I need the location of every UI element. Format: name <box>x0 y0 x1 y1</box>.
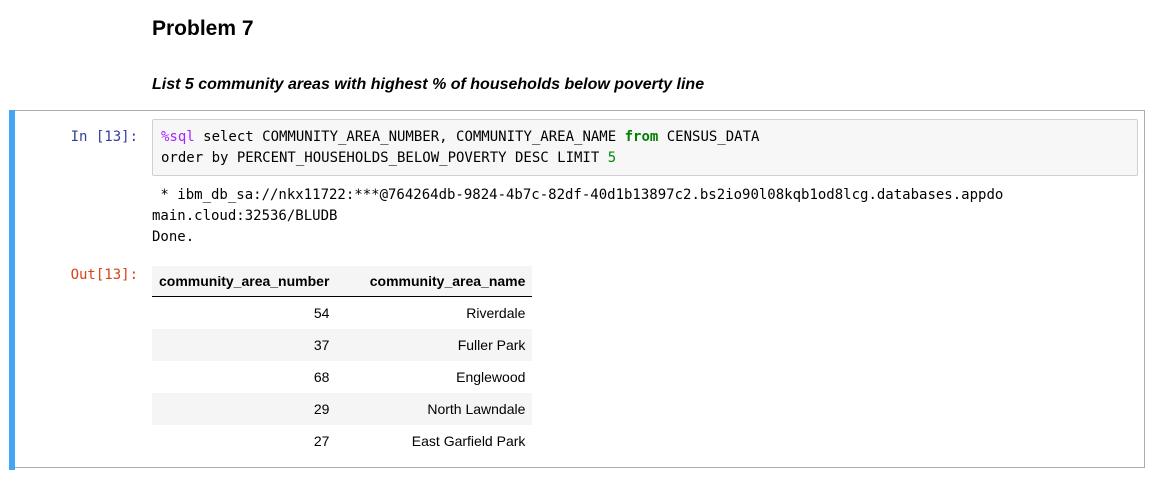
cell-area-number: 29 <box>152 392 337 425</box>
markdown-subheading: List 5 community areas with highest % of… <box>152 76 705 93</box>
result-table: community_area_number community_area_nam… <box>152 266 533 457</box>
code-text[interactable]: %sql select COMMUNITY_AREA_NUMBER, COMMU… <box>161 127 759 169</box>
table-row: 37 Fuller Park <box>152 328 533 361</box>
cell-area-name: East Garfield Park <box>411 432 526 449</box>
table-row: 27 East Garfield Park <box>152 425 532 457</box>
cell-selection-bar <box>9 110 15 470</box>
stream-line-2: main.cloud:32536/BLUDB <box>152 208 338 224</box>
table-header-row: community_area_number community_area_nam… <box>152 266 533 297</box>
code-line1-part2: CENSUS_DATA <box>658 129 760 145</box>
sql-magic-keyword: %sql <box>161 129 195 145</box>
cell-area-name: Englewood <box>456 368 526 385</box>
cell-area-number: 37 <box>152 328 337 361</box>
cell-area-name: Fuller Park <box>336 328 533 361</box>
cell-area-name: North Lawndale <box>336 392 533 425</box>
code-cell[interactable]: In [13]: %sql select COMMUNITY_AREA_NUMB… <box>9 110 1145 470</box>
header-community-area-name: community_area_name <box>336 266 533 297</box>
cell-area-number: 68 <box>313 368 330 385</box>
code-line1-part1: select COMMUNITY_AREA_NUMBER, COMMUNITY_… <box>194 129 625 145</box>
cell-area-number: 54 <box>313 304 330 321</box>
table-row: 68 Englewood <box>152 361 532 393</box>
table-row: 29 North Lawndale <box>152 392 533 425</box>
from-keyword: from <box>624 129 659 145</box>
input-prompt: In [13]: <box>70 129 138 145</box>
output-stream: * ibm_db_sa://nkx11722:***@764264db-9824… <box>152 185 1003 248</box>
code-line2-part1: order by PERCENT_HOUSEHOLDS_BELOW_POVERT… <box>161 150 608 166</box>
cell-area-name: Riverdale <box>466 304 526 321</box>
code-editor[interactable]: %sql select COMMUNITY_AREA_NUMBER, COMMU… <box>152 119 1138 176</box>
limit-number: 5 <box>607 150 617 166</box>
stream-line-3: Done. <box>152 229 195 245</box>
stream-line-1: * ibm_db_sa://nkx11722:***@764264db-9824… <box>152 187 1004 203</box>
header-community-area-number: community_area_number <box>152 266 337 297</box>
table-row: 54 Riverdale <box>152 296 532 329</box>
output-prompt: Out[13]: <box>70 267 138 283</box>
cell-area-number: 27 <box>313 432 330 449</box>
markdown-heading: Problem 7 <box>152 17 254 40</box>
